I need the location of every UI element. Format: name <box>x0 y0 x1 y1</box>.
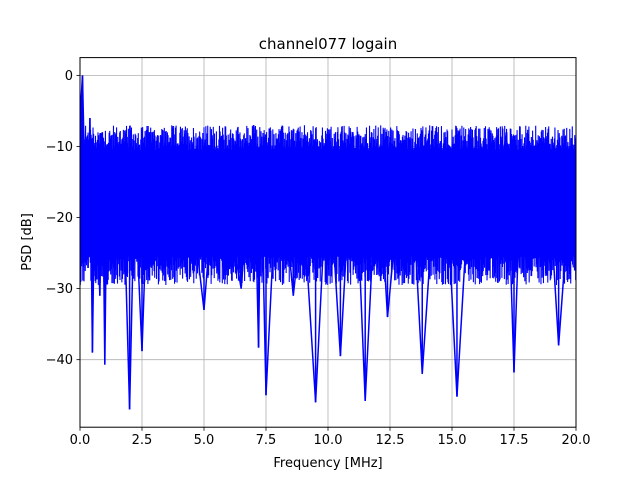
ticks: 0.0 2.5 5.0 7.5 10.0 12.5 15.0 17.5 20.0 0 −10 −20 −… <box>46 69 591 448</box>
y-tick-label: −30 <box>46 282 73 297</box>
x-tick-label: 7.5 <box>256 433 277 448</box>
series-layer <box>80 75 576 410</box>
chart-title: channel077 logain <box>259 35 398 53</box>
x-tick-label: 20.0 <box>562 433 591 448</box>
plot-area <box>80 75 576 410</box>
x-tick-label: 2.5 <box>132 433 153 448</box>
x-tick-label: 5.0 <box>194 433 215 448</box>
x-tick-label: 0.0 <box>70 433 91 448</box>
x-tick-label: 15.0 <box>438 433 467 448</box>
y-tick-label: −40 <box>46 353 73 368</box>
y-tick-label: −20 <box>46 211 73 226</box>
x-axis-label: Frequency [MHz] <box>273 456 382 471</box>
x-tick-label: 17.5 <box>500 433 529 448</box>
x-tick-label: 10.0 <box>314 433 343 448</box>
series-noise-band <box>80 125 576 285</box>
y-axis-label: PSD [dB] <box>20 213 35 271</box>
y-tick-label: −10 <box>46 140 73 155</box>
x-tick-label: 12.5 <box>376 433 405 448</box>
y-tick-label: 0 <box>65 69 73 84</box>
